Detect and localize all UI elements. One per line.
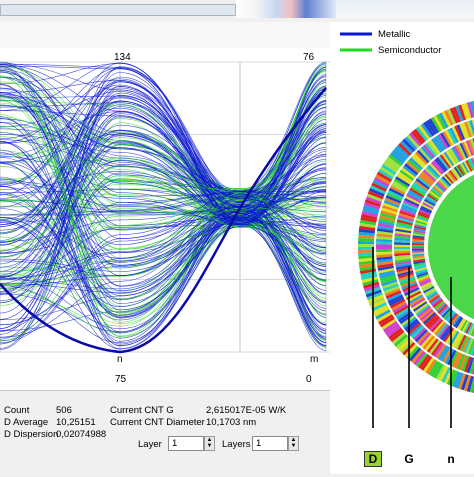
axis-bottom-value-m: 0 bbox=[306, 374, 312, 385]
current-cnt-g-label: Current CNT G bbox=[110, 405, 174, 416]
layer-input[interactable]: 1 bbox=[168, 436, 204, 451]
ring-segment bbox=[376, 247, 392, 250]
ring-segment bbox=[376, 244, 392, 247]
ring-segment bbox=[358, 244, 374, 247]
colorbar-strip bbox=[236, 0, 336, 18]
toolbar-strip bbox=[0, 4, 236, 16]
axis-top-label-2: 76 bbox=[303, 52, 314, 63]
layer-spin-button[interactable]: ▲ ▼ bbox=[204, 436, 215, 451]
ring-label-g[interactable]: G bbox=[400, 451, 418, 467]
layers-input[interactable]: 1 bbox=[252, 436, 288, 451]
axis-bottom-value-n: 75 bbox=[115, 374, 126, 385]
metallic-line bbox=[0, 64, 326, 286]
count-value: 506 bbox=[56, 405, 72, 416]
spin-down-icon[interactable]: ▼ bbox=[205, 443, 214, 449]
legend-metallic-label: Metallic bbox=[378, 29, 410, 40]
layers-label: Layers bbox=[222, 439, 251, 450]
ring-visualization-panel[interactable]: Metallic Semiconductor D G n bbox=[330, 22, 474, 474]
d-average-label: D Average bbox=[4, 417, 48, 428]
d-average-value: 10,25151 bbox=[56, 417, 96, 428]
ring-segment bbox=[412, 245, 424, 247]
current-cnt-diameter-value: 10,1703 nm bbox=[206, 417, 256, 428]
plot-header-bar bbox=[0, 22, 330, 49]
statistics-panel: Count 506 D Average 10,25151 D Dispersio… bbox=[0, 390, 330, 475]
count-label: Count bbox=[4, 405, 29, 416]
toolbar-right bbox=[336, 0, 474, 18]
parallel-coordinates-plot[interactable] bbox=[0, 48, 330, 390]
spin-down-icon[interactable]: ▼ bbox=[289, 443, 298, 449]
current-cnt-g-value: 2,615017E-05 W/K bbox=[206, 405, 286, 416]
ring-segment bbox=[358, 247, 374, 250]
ring-segment bbox=[394, 245, 410, 247]
cnt-ring-diagram[interactable] bbox=[330, 22, 474, 474]
axis-name-m: m bbox=[310, 354, 318, 365]
axis-top-label-1: 134 bbox=[114, 52, 131, 63]
d-dispersion-value: 0,02074988 bbox=[56, 429, 106, 440]
current-cnt-diameter-label: Current CNT Diameter bbox=[110, 417, 205, 428]
parallel-coordinates-panel[interactable]: 134 76 n m 75 0 bbox=[0, 48, 330, 390]
layers-spin-button[interactable]: ▲ ▼ bbox=[288, 436, 299, 451]
layer-label: Layer bbox=[138, 439, 162, 450]
axis-name-n: n bbox=[117, 354, 123, 365]
legend-semiconductor-label: Semiconductor bbox=[378, 45, 441, 56]
ring-segment bbox=[412, 247, 424, 249]
ring-segments bbox=[358, 99, 474, 395]
ring-label-d[interactable]: D bbox=[364, 451, 382, 467]
ring-label-n[interactable]: n bbox=[442, 451, 460, 467]
d-dispersion-label: D Dispersion bbox=[4, 429, 58, 440]
ring-segment bbox=[394, 247, 410, 249]
